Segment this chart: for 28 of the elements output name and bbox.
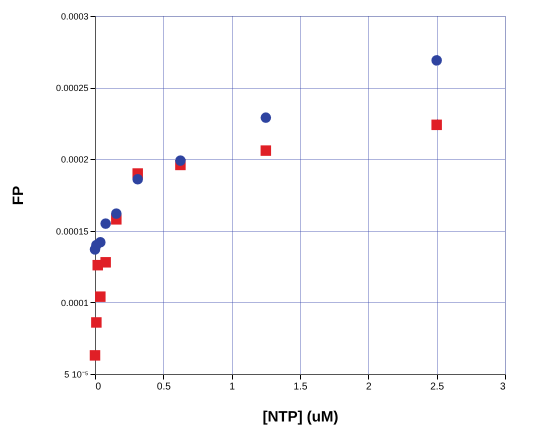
y-tick-label: 0.00025 (56, 83, 88, 94)
point (100, 257, 111, 268)
x-tick-label: 2.5 (430, 382, 445, 392)
x-tick-label: 1.5 (294, 382, 308, 392)
x-tick-label: 0.5 (156, 382, 172, 392)
point (260, 112, 272, 123)
x-tick-label: 0 (96, 382, 102, 392)
x-tick-label: 2 (366, 382, 372, 392)
point (95, 237, 106, 248)
point (431, 55, 442, 66)
point (260, 145, 272, 156)
y-tick-label: 5 10⁻⁵ (64, 370, 89, 380)
y-tick-label: 0.00015 (56, 226, 88, 236)
point (111, 208, 122, 219)
point (91, 317, 102, 328)
y-tick-label: 0.0003 (60, 12, 88, 22)
point (100, 218, 111, 229)
y-tick-label: 0.0002 (60, 154, 88, 165)
x-tick-label: 1 (229, 382, 236, 392)
y-axis-title: FP (10, 186, 27, 206)
y-tick-label: 0.0001 (60, 298, 88, 308)
point (90, 350, 100, 361)
point (95, 291, 106, 302)
x-axis-title: [NTP] (uM) (262, 408, 338, 426)
point (175, 155, 186, 166)
point (132, 174, 143, 184)
point (431, 120, 442, 130)
x-tick-label: 3 (500, 382, 506, 392)
